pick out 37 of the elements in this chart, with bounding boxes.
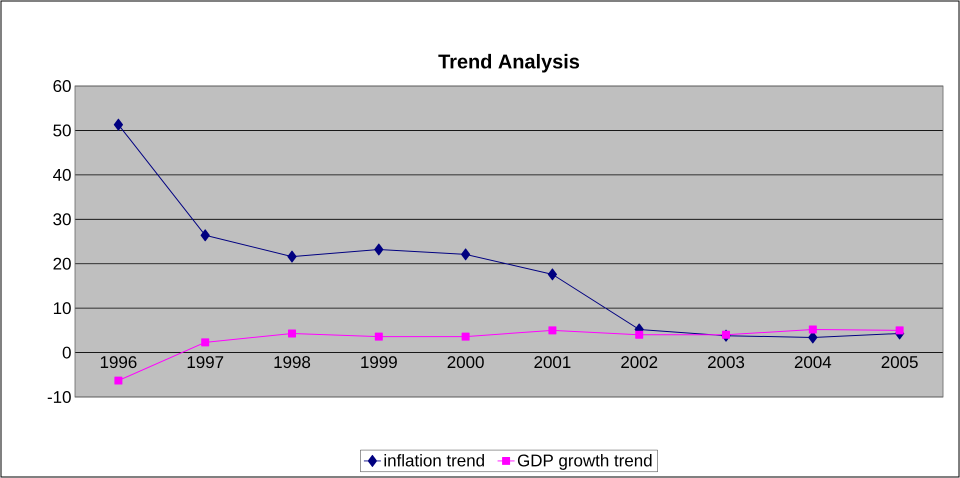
x-tick-label: 2002	[621, 356, 658, 368]
y-tick-label: 20	[54, 258, 71, 270]
point	[114, 118, 124, 131]
y-tick-label: -10	[48, 391, 71, 403]
y-tick-label: 10	[54, 302, 71, 314]
point	[635, 330, 644, 339]
point	[287, 250, 297, 263]
x-tick-label: 2003	[708, 356, 744, 368]
point	[722, 330, 730, 339]
point	[374, 332, 383, 341]
legend-label: inflation trend	[384, 454, 484, 466]
point	[201, 338, 210, 346]
legend-label: GDP growth trend	[518, 454, 652, 470]
y-tick-label: 60	[54, 80, 71, 92]
x-tick-label: 2004	[794, 356, 832, 368]
point	[896, 326, 904, 334]
x-tick-label: 1999	[361, 356, 397, 368]
x-tick-label: 2000	[448, 356, 484, 368]
point	[808, 325, 817, 334]
point	[548, 268, 558, 280]
chart-title: Trend Analysis	[438, 54, 580, 73]
point	[460, 248, 470, 260]
point	[288, 329, 296, 338]
y-tick-label: 0	[62, 346, 71, 359]
x-tick-label: 1996	[100, 356, 136, 368]
x-tick-label: 2001	[534, 356, 570, 368]
point	[462, 332, 470, 341]
x-tick-label: 1997	[188, 356, 224, 368]
y-tick-label: 40	[53, 168, 71, 181]
x-tick-label: 1998	[274, 356, 310, 368]
point	[200, 229, 210, 242]
point	[374, 244, 384, 256]
point	[548, 326, 556, 334]
y-tick-label: 50	[53, 124, 71, 136]
y-tick-label: 30	[53, 213, 71, 226]
x-tick-label: 2005	[882, 356, 918, 368]
point	[114, 376, 122, 385]
